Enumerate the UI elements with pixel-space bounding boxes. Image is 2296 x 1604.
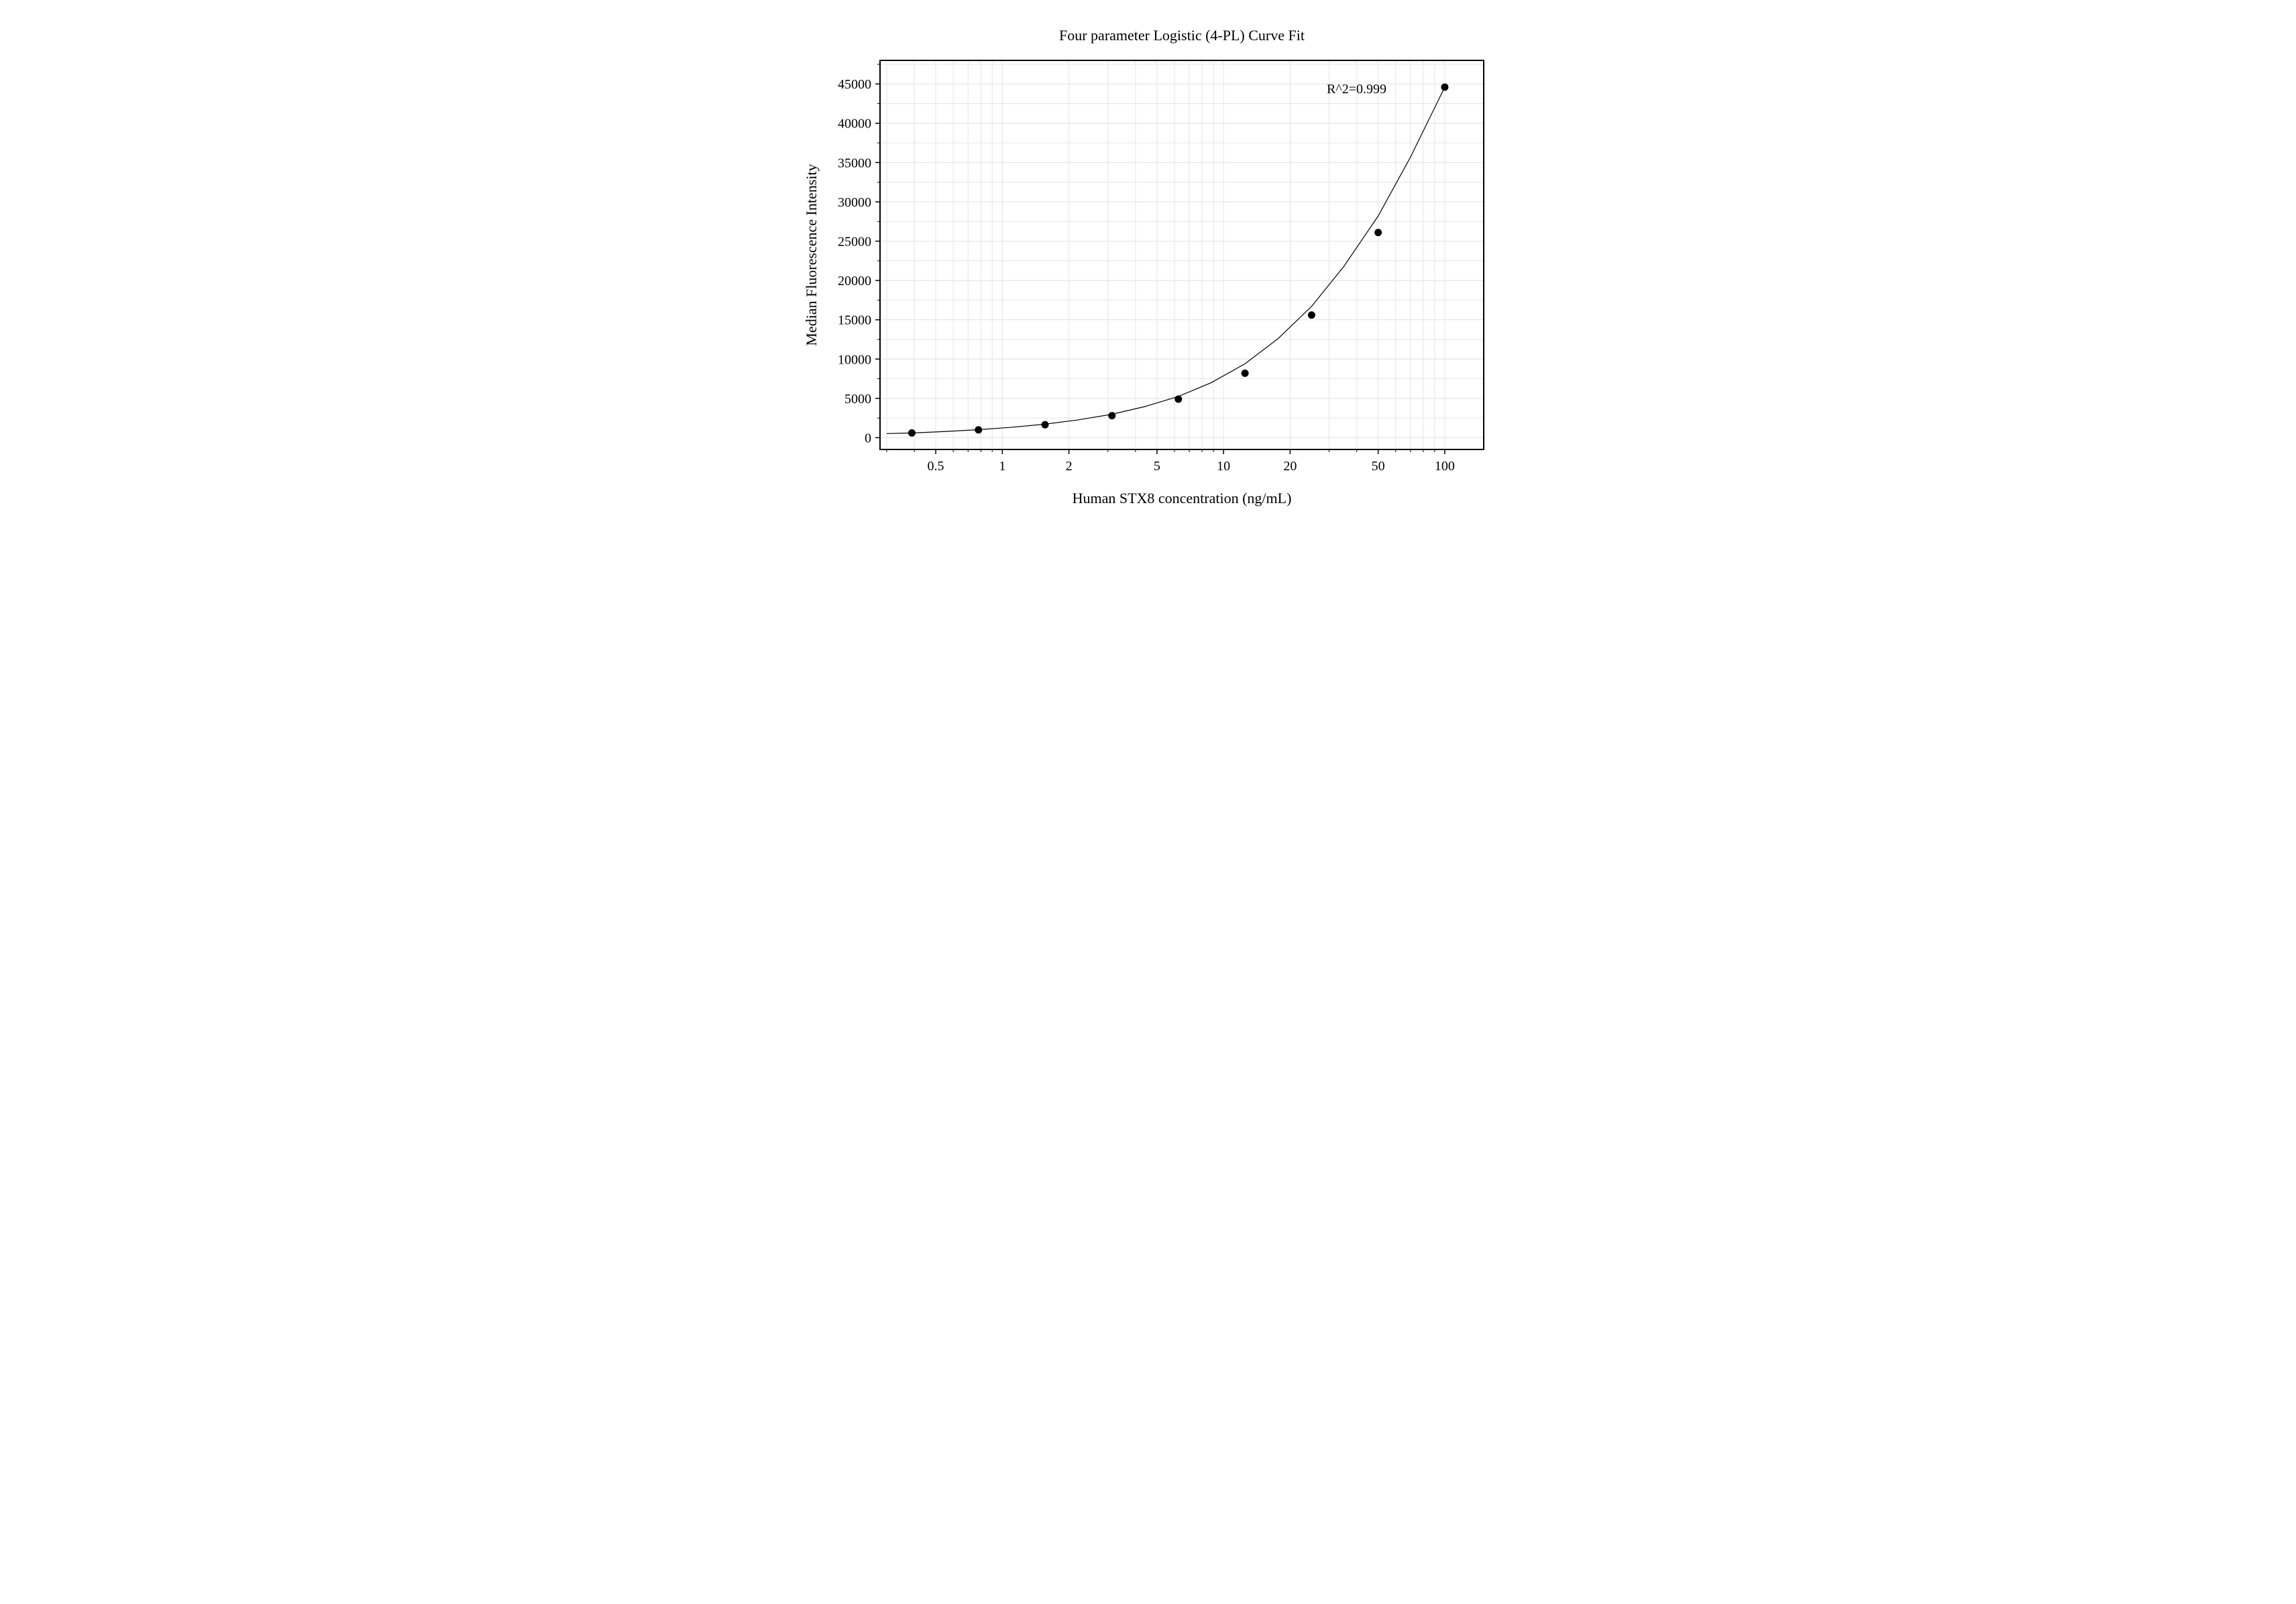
data-point [1108,412,1115,419]
x-tick-label: 0.5 [927,459,944,474]
data-point [975,426,982,433]
y-tick-label: 40000 [838,117,871,131]
x-tick-label: 20 [1283,459,1297,474]
y-axis-label: Median Fluorescence Intensity [803,164,820,345]
x-tick-label: 50 [1371,459,1384,474]
y-tick-label: 25000 [838,234,871,249]
data-point [1041,421,1048,429]
x-tick-label: 10 [1217,459,1230,474]
y-tick-label: 0 [865,431,871,445]
y-tick-label: 15000 [838,313,871,328]
x-axis-label: Human STX8 concentration (ng/mL) [1072,490,1291,506]
data-point [1307,311,1315,319]
chart-container: 0.5 1 2 5 10 20 50 100 0 5000 10000 15000 20000 25000… [746,0,1551,562]
data-point [1241,370,1248,377]
data-point [1174,396,1182,403]
x-tick-label: 2 [1065,459,1072,474]
data-point [1441,83,1448,91]
chart-svg: 0.5 1 2 5 10 20 50 100 0 5000 10000 15000 20000 25000… [746,0,1551,562]
x-tick-label: 5 [1153,459,1160,474]
x-tick-label: 1 [999,459,1005,474]
y-tick-label: 45000 [838,77,871,92]
y-tick-label: 35000 [838,156,871,170]
x-tick-label: 100 [1434,459,1454,474]
chart-title: Four parameter Logistic (4-PL) Curve Fit [1059,27,1305,44]
y-tick-label: 5000 [844,392,871,407]
data-point [1374,229,1382,236]
y-tick-label: 30000 [838,195,871,210]
r-squared-annotation: R^2=0.999 [1327,82,1386,97]
data-point [908,429,915,437]
y-tick-label: 20000 [838,274,871,288]
y-tick-label: 10000 [838,352,871,367]
